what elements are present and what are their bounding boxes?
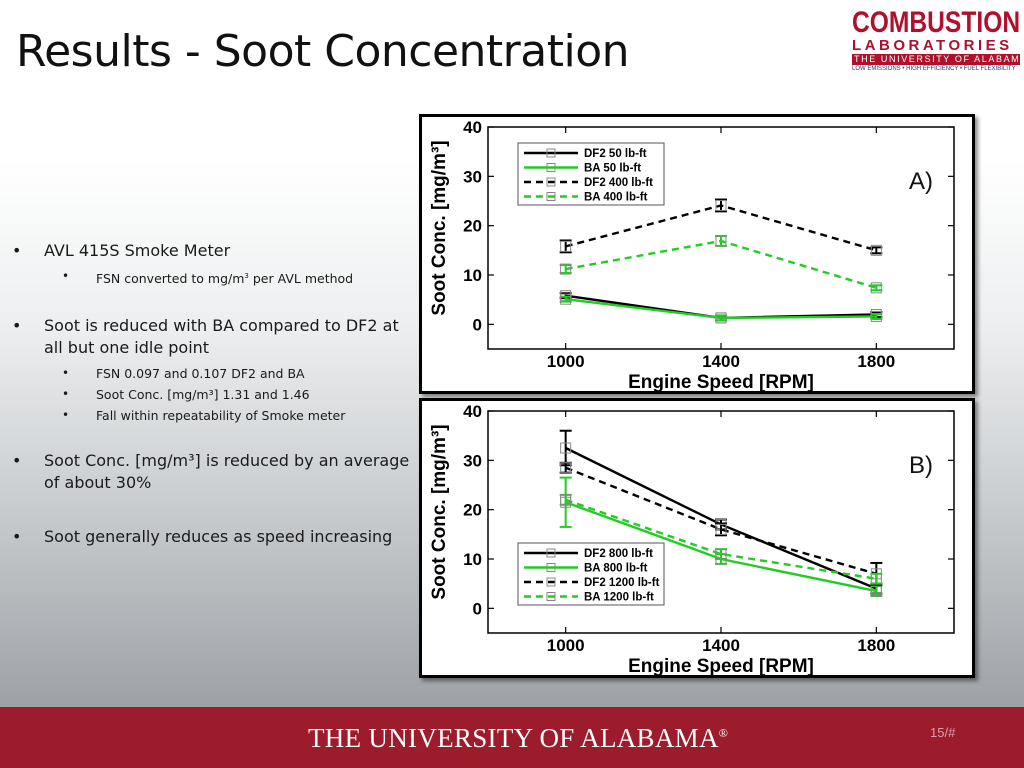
- x-tick-label: 1400: [702, 352, 740, 371]
- y-tick-label: 20: [463, 217, 482, 236]
- y-tick-label: 40: [463, 118, 482, 137]
- y-tick-label: 0: [473, 599, 482, 618]
- logo-line-1: COMBUSTION: [852, 6, 1021, 39]
- data-point: [560, 240, 572, 252]
- soot-chart-b: 0 10 20 30 40 1000 1400 1800 Engine Speed [RPM] S…: [429, 402, 955, 677]
- sub-bullet-item: • Soot Conc. [mg/m³] 1.31 and 1.46: [12, 384, 412, 405]
- sub-bullet-item: • FSN 0.097 and 0.107 DF2 and BA: [12, 363, 412, 384]
- y-tick-label: 40: [463, 402, 482, 421]
- panel-label: B): [909, 452, 933, 479]
- data-point: [560, 263, 572, 275]
- data-point: [715, 523, 727, 535]
- data-point: [870, 585, 882, 597]
- sub-bullet-item: • Fall within repeatability of Smoke met…: [12, 405, 412, 426]
- y-tick-label: 0: [473, 315, 482, 334]
- sub-bullet-text: Soot Conc. [mg/m³] 1.31 and 1.46: [96, 387, 310, 403]
- logo-tagline: LOW EMISSIONS • HIGH EFFICIENCY • FUEL F…: [852, 66, 1016, 72]
- y-tick-label: 30: [463, 451, 482, 470]
- legend-label: BA 1200 lb-ft: [584, 592, 654, 604]
- legend-marker: [546, 563, 556, 572]
- legend-marker: [546, 548, 556, 558]
- chart-panel-b: 0 10 20 30 40 1000 1400 1800 Engine Speed [RPM] S…: [419, 398, 975, 678]
- data-point: [560, 462, 572, 474]
- bullet-dot-icon: •: [62, 387, 70, 402]
- legend-marker: [546, 592, 556, 601]
- x-tick-label: 1000: [547, 352, 585, 371]
- superscript-3: 3: [244, 272, 249, 280]
- bullet-dot-icon: •: [12, 527, 22, 547]
- legend-marker: [546, 577, 556, 587]
- panel-label: A): [909, 168, 933, 195]
- legend-label: DF2 1200 lb-ft: [584, 577, 660, 589]
- bullet-text: Soot generally reduces as speed increasi…: [44, 527, 393, 547]
- bullet-item: • Soot Conc. [mg/m³] is reduced by an av…: [12, 450, 412, 494]
- data-point: [870, 282, 882, 294]
- data-point: [870, 244, 882, 256]
- chart-panel-a: 0 10 20 30 40 1000 1400 1800 Engine Speed [RPM] S…: [419, 114, 975, 394]
- data-point: [560, 494, 572, 506]
- bullet-text: AVL 415S Smoke Meter: [44, 241, 231, 260]
- bullet-list: • AVL 415S Smoke Meter • FSN converted t…: [12, 240, 412, 548]
- soot-chart-a: 0 10 20 30 40 1000 1400 1800 Engine Speed [RPM] S…: [429, 118, 955, 393]
- bullet-dot-icon: •: [12, 316, 22, 336]
- legend-marker: [546, 192, 556, 201]
- legend-label: DF2 400 lb-ft: [584, 177, 653, 189]
- data-point: [715, 312, 727, 324]
- university-wordmark: THE UNIVERSITY OF ALABAMA®: [308, 723, 728, 754]
- y-tick-label: 30: [463, 167, 482, 186]
- data-point: [715, 548, 727, 560]
- sub-bullet-text: FSN 0.097 and 0.107 DF2 and BA: [96, 366, 305, 382]
- bullet-dot-icon: •: [62, 269, 70, 283]
- y-tick-label: 10: [463, 550, 482, 569]
- registered-mark: ®: [718, 726, 729, 740]
- legend-label: BA 400 lb-ft: [584, 192, 648, 204]
- bullet-dot-icon: •: [62, 408, 70, 423]
- x-tick-label: 1800: [857, 636, 895, 655]
- bullet-dot-icon: •: [12, 451, 22, 471]
- sub-bullet-item: • FSN converted to mg/m3 per AVL method: [12, 266, 412, 289]
- bullet-item: • Soot is reduced with BA compared to DF…: [12, 315, 412, 359]
- combustion-laboratories-logo: COMBUSTION LABORATORIES THE UNIVERSITY O…: [852, 6, 1024, 82]
- y-axis-label: Soot Conc. [mg/m³]: [429, 140, 450, 315]
- data-point: [715, 199, 727, 211]
- y-axis-label: Soot Conc. [mg/m³]: [429, 424, 450, 599]
- legend-label: DF2 50 lb-ft: [584, 148, 647, 160]
- data-point: [715, 235, 727, 247]
- legend-label: BA 800 lb-ft: [584, 563, 648, 575]
- legend-marker: [546, 177, 556, 187]
- x-tick-label: 1000: [547, 636, 585, 655]
- page-number: 15/#: [930, 725, 956, 740]
- sub-bullet-text: FSN converted to mg/m: [96, 271, 245, 287]
- series-line: [565, 498, 877, 580]
- legend-label: DF2 800 lb-ft: [584, 548, 653, 560]
- bullet-dot-icon: •: [12, 241, 22, 260]
- logo-line-3: THE UNIVERSITY OF ALABAMA: [852, 54, 1024, 65]
- data-point: [560, 442, 572, 454]
- sub-bullet-text-end: per AVL method: [248, 271, 354, 287]
- logo-line-2: LABORATORIES: [852, 37, 1013, 54]
- bullet-item: • AVL 415S Smoke Meter: [12, 240, 412, 262]
- x-axis-label: Engine Speed [RPM]: [628, 656, 814, 675]
- y-tick-label: 20: [463, 501, 482, 520]
- legend-marker: [546, 148, 556, 158]
- data-point: [870, 573, 882, 585]
- x-axis-label: Engine Speed [RPM]: [628, 372, 814, 391]
- bullet-text: Soot is reduced with BA compared to DF2 …: [44, 316, 399, 358]
- slide-title: Results - Soot Concentration: [16, 26, 630, 77]
- bullet-dot-icon: •: [62, 366, 70, 381]
- footer-bar: THE UNIVERSITY OF ALABAMA® 15/#: [0, 707, 1024, 768]
- legend-label: BA 50 lb-ft: [584, 163, 641, 175]
- x-tick-label: 1800: [857, 352, 895, 371]
- university-name: THE UNIVERSITY OF ALABAMA: [308, 723, 719, 753]
- sub-bullet-text: Fall within repeatability of Smoke meter: [96, 408, 346, 424]
- bullet-item: • Soot generally reduces as speed increa…: [12, 526, 412, 548]
- y-tick-label: 10: [463, 266, 482, 285]
- legend-marker: [546, 163, 556, 172]
- data-point: [870, 310, 882, 322]
- data-point: [560, 293, 572, 305]
- x-tick-label: 1400: [702, 636, 740, 655]
- bullet-text: Soot Conc. [mg/m³] is reduced by an aver…: [44, 451, 410, 493]
